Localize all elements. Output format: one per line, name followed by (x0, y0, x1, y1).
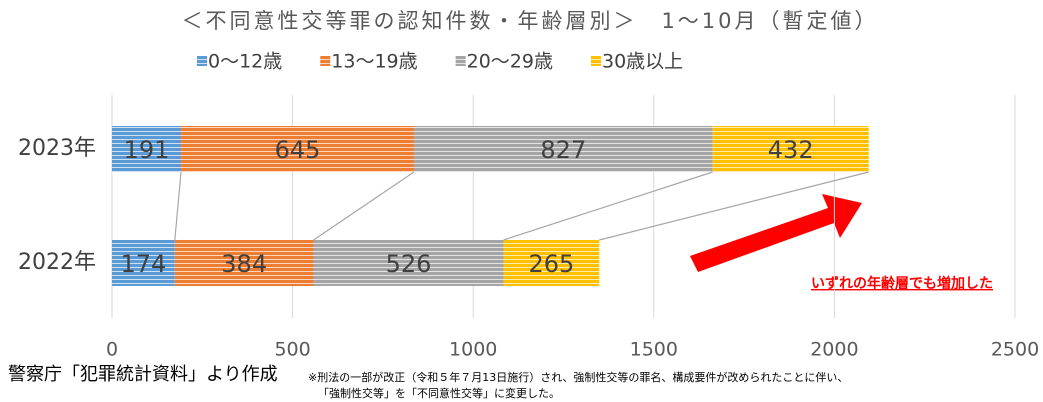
legend-swatch (590, 56, 601, 66)
data-label: 384 (221, 250, 267, 278)
note: ※刑法の一部が改正（令和５年７月13日施行）され、強制性交等の罪名、構成要件が改… (308, 370, 848, 384)
bar (503, 240, 600, 286)
data-label: 191 (124, 136, 170, 164)
data-label: 827 (540, 136, 586, 164)
legend-label: 20～29歳 (467, 51, 553, 73)
note: 「強制性交等」を「不同意性交等」に変更した。 (318, 386, 560, 400)
bar (712, 126, 869, 172)
data-label: 432 (768, 136, 814, 164)
x-tick-label: 1500 (630, 339, 678, 361)
data-label: 526 (386, 250, 432, 278)
source: 警察庁「犯罪統計資料」より作成 (8, 364, 278, 385)
y-tick-label: 2023年 (18, 136, 96, 161)
y-tick-label: 2022年 (18, 250, 96, 275)
bar (413, 126, 713, 172)
annotation: いずれの年齢層でも増加した (811, 275, 993, 292)
legend-label: 13～19歳 (331, 51, 417, 73)
data-label: 174 (121, 250, 167, 278)
x-tick-label: 500 (274, 339, 310, 361)
legend-label: 30歳以上 (602, 51, 683, 73)
x-tick-label: 1000 (449, 339, 497, 361)
bar (112, 126, 181, 172)
bar (112, 240, 175, 286)
chart-title: ＜不同意性交等罪の認知件数・年齢層別＞ 1～10月（暫定値） (181, 9, 878, 33)
legend-swatch (320, 56, 331, 66)
bar (313, 240, 504, 286)
x-tick-label: 2000 (810, 339, 858, 361)
connector-line (599, 171, 869, 241)
connector-line (313, 171, 415, 241)
legend-swatch (197, 56, 207, 66)
data-label: 265 (528, 250, 574, 278)
legend-swatch (455, 56, 466, 66)
legend-label: 0～12歳 (208, 51, 282, 73)
data-label: 645 (275, 136, 321, 164)
connector-line (503, 171, 713, 241)
bar (180, 126, 414, 172)
arrow (690, 194, 862, 272)
x-tick-label: 0 (106, 339, 118, 361)
bar (174, 240, 314, 286)
x-tick-label: 2500 (991, 339, 1039, 361)
connector-line (174, 171, 182, 241)
